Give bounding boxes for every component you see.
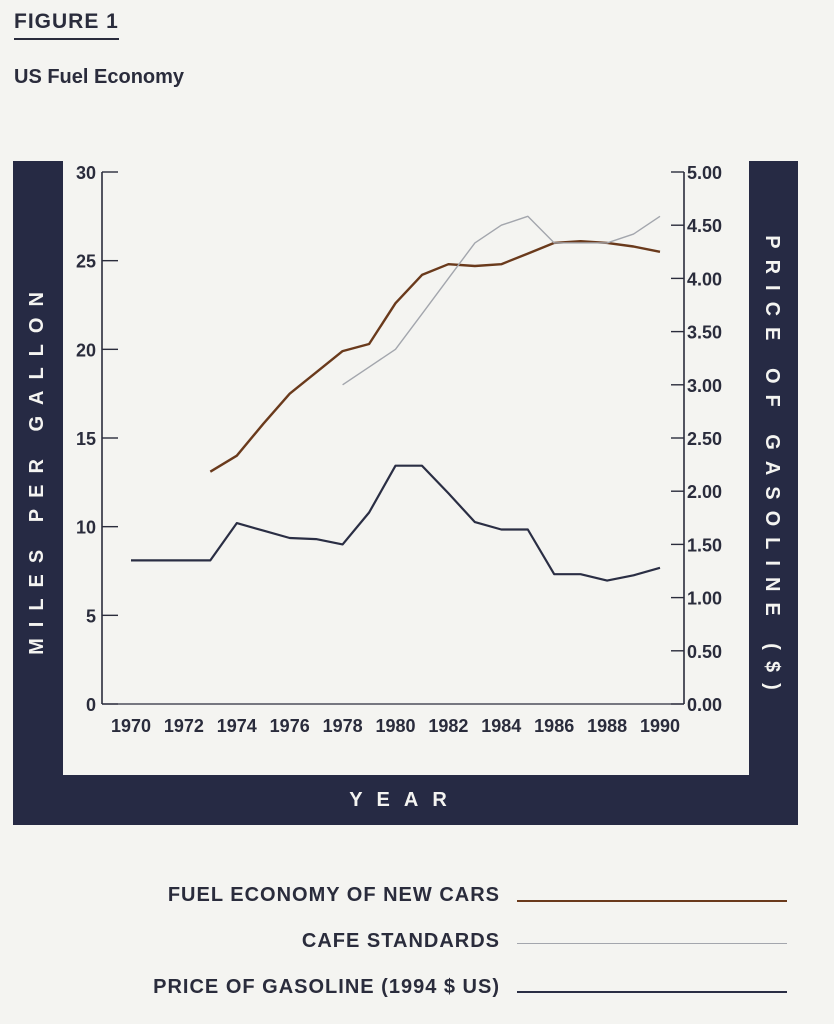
x-tick-label: 1982 [428, 716, 468, 736]
figure-title: US Fuel Economy [14, 66, 185, 88]
y2-axis-title: PRICE OF GASOLINE ($) [761, 235, 783, 700]
cafe-standards-line [342, 215, 661, 386]
x-axis-title: YEAR [349, 789, 461, 811]
x-tick-label: 1988 [587, 716, 627, 736]
y2-tick-label: 5.00 [687, 163, 722, 183]
legend-fuel-economy-swatch [517, 900, 787, 902]
legend-fuel-economy-label: FUEL ECONOMY OF NEW CARS [167, 884, 500, 906]
y2-tick-label: 2.00 [687, 482, 722, 502]
legend-cafe-swatch [517, 943, 787, 944]
y-tick-label: 20 [76, 340, 96, 360]
y-tick-label: 10 [76, 518, 96, 538]
legend-cafe-label: CAFE STANDARDS [301, 930, 500, 952]
y2-tick-label: 1.50 [687, 535, 722, 555]
x-tick-label: 1990 [640, 716, 680, 736]
x-tick-label: 1976 [270, 716, 310, 736]
y2-tick-label: 0.00 [687, 695, 722, 715]
x-tick-label: 1972 [164, 716, 204, 736]
y2-tick-label: 3.00 [687, 376, 722, 396]
y-tick-label: 5 [86, 606, 96, 626]
y-tick-label: 25 [76, 252, 96, 272]
fuel-economy-line [209, 239, 661, 473]
y-tick-label: 0 [86, 695, 96, 715]
y-tick-label: 30 [76, 163, 96, 183]
y-axis-title: MILES PER GALLON [26, 281, 48, 655]
x-tick-label: 1970 [111, 716, 151, 736]
x-tick-label: 1986 [534, 716, 574, 736]
x-tick-label: 1984 [481, 716, 521, 736]
legend-gas-price-swatch [517, 991, 787, 993]
y2-tick-label: 3.50 [687, 323, 722, 343]
x-tick-label: 1974 [217, 716, 257, 736]
figure-label: FIGURE 1 [14, 10, 119, 40]
chart: MILES PER GALLON PRICE OF GASOLINE ($) Y… [13, 161, 798, 825]
x-tick-label: 1980 [375, 716, 415, 736]
y2-tick-label: 0.50 [687, 642, 722, 662]
y2-tick-label: 4.00 [687, 269, 722, 289]
y2-tick-label: 4.50 [687, 216, 722, 236]
y2-tick-label: 2.50 [687, 429, 722, 449]
frame-left-bar [13, 161, 63, 825]
x-tick-label: 1978 [323, 716, 363, 736]
y-tick-label: 15 [76, 429, 96, 449]
gas-price-line [131, 464, 661, 582]
legend-gas-price-label: PRICE OF GASOLINE (1994 $ US) [153, 976, 500, 998]
frame-bottom-bar [13, 775, 798, 825]
frame-right-bar [749, 161, 798, 825]
y2-tick-label: 1.00 [687, 589, 722, 609]
